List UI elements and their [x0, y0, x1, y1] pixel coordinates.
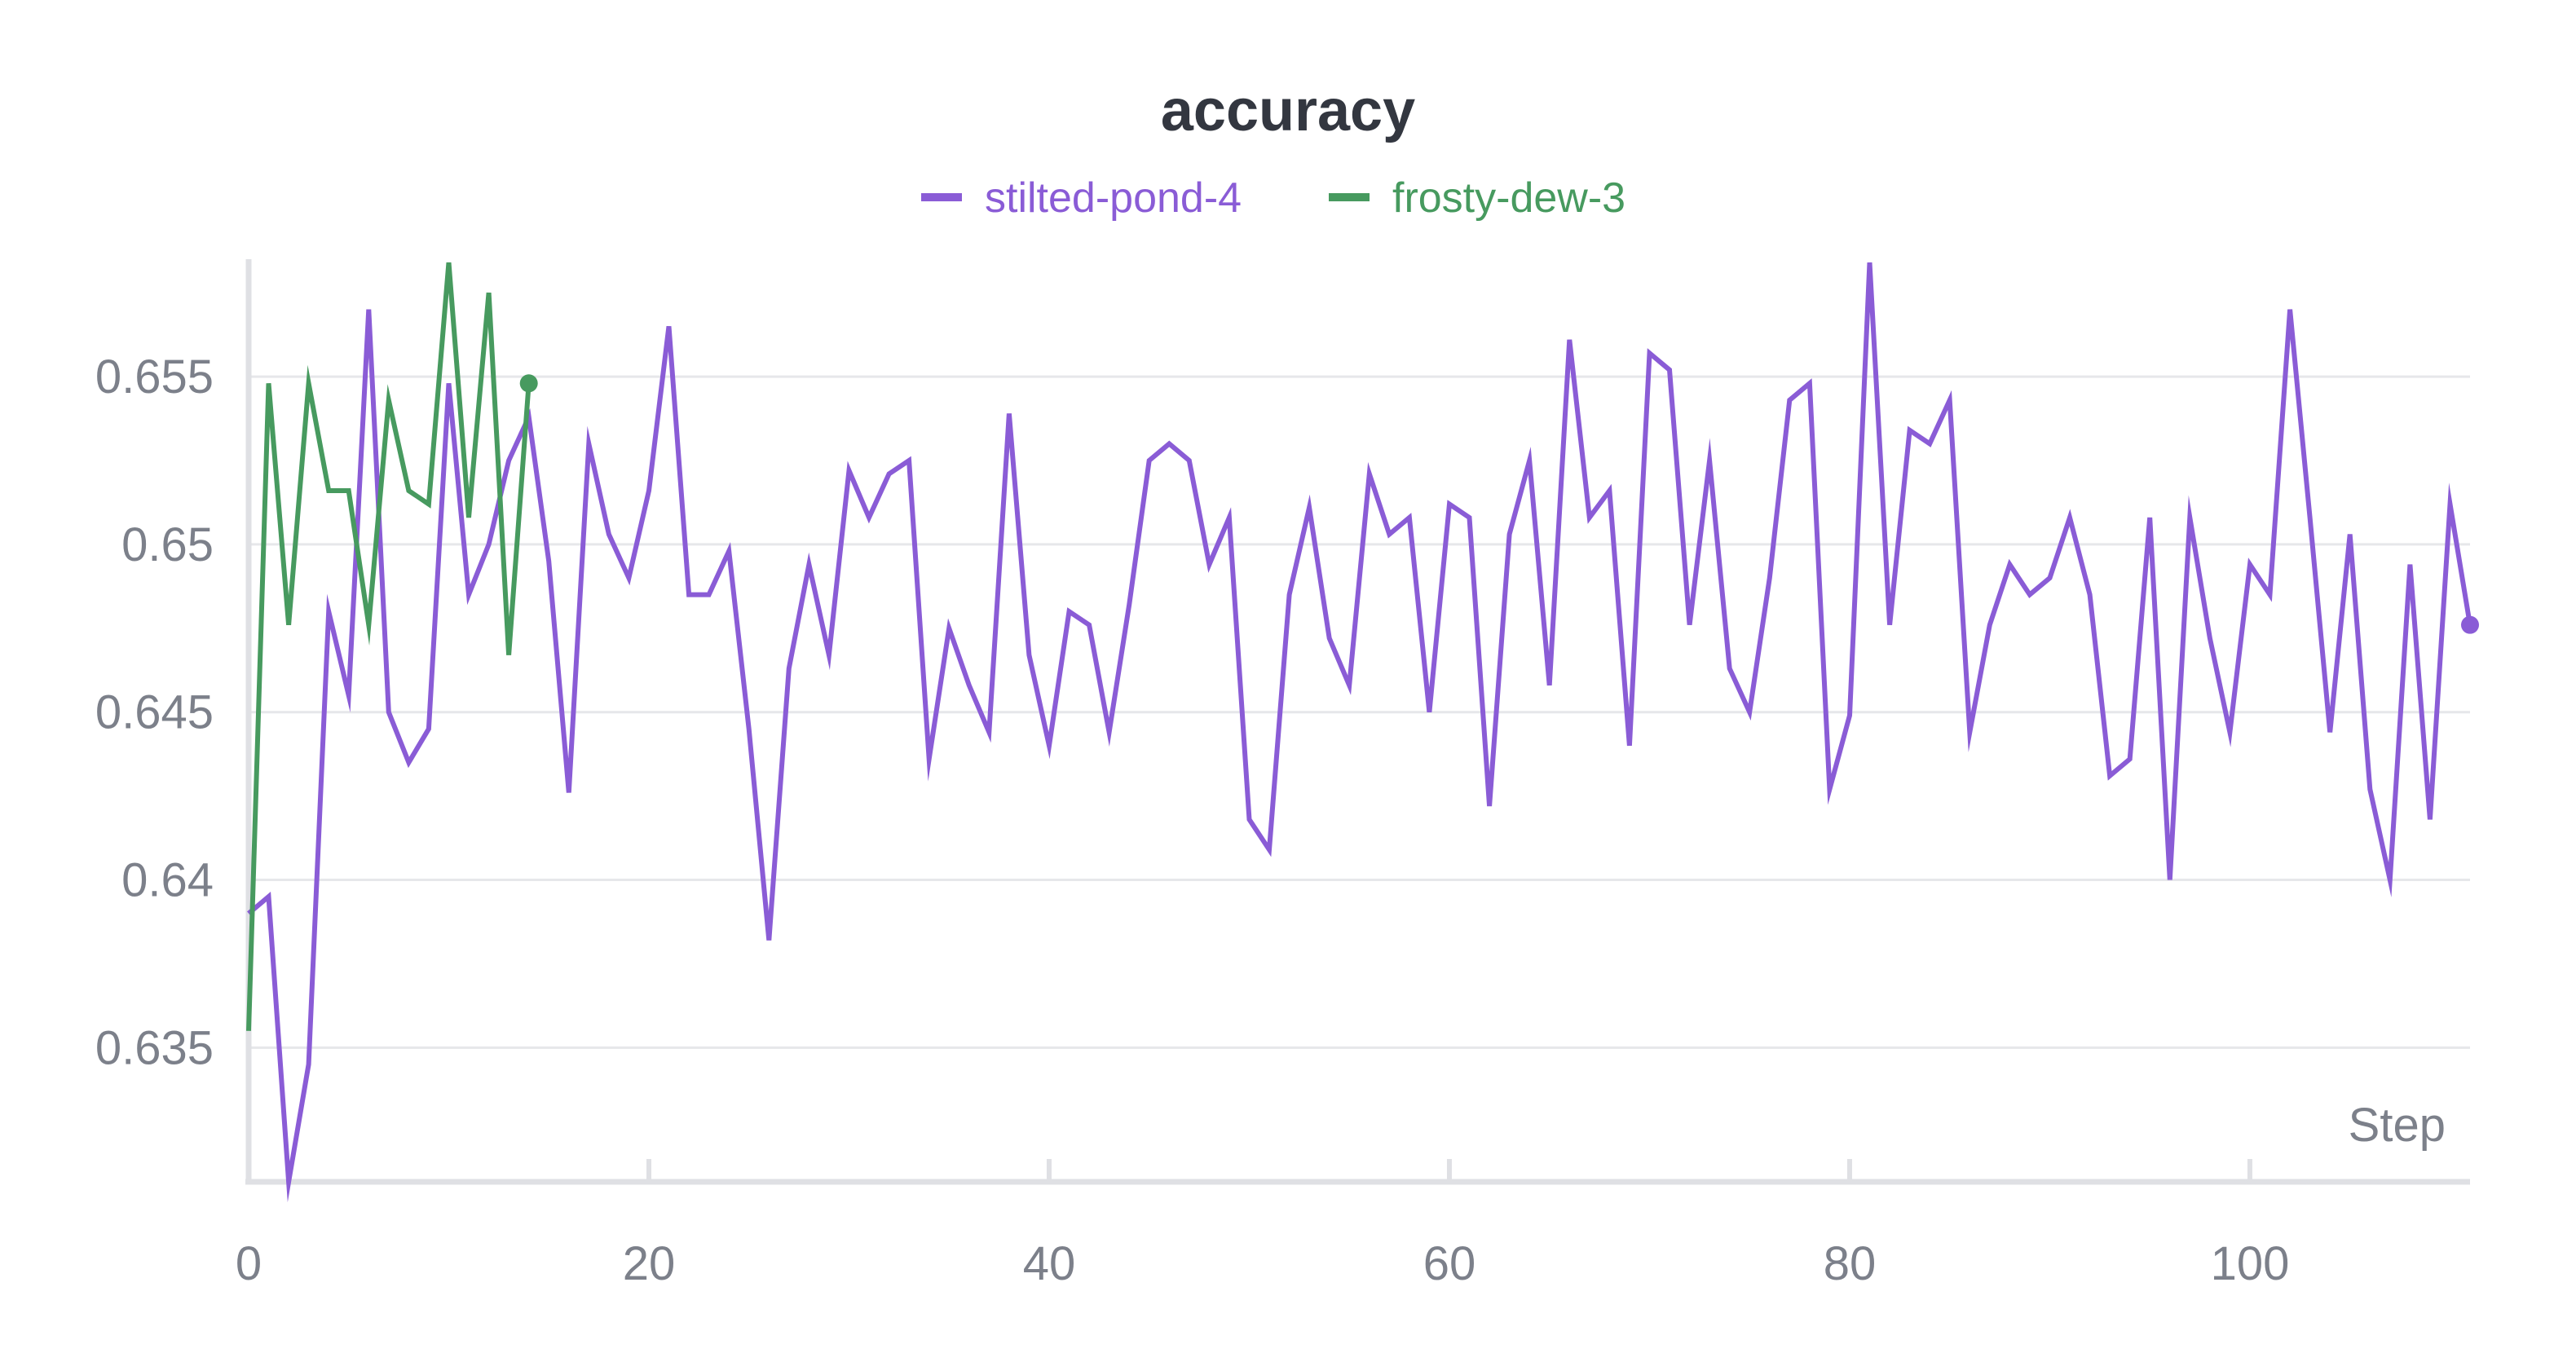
series-line-frosty-dew-3 — [246, 262, 532, 1031]
axes — [245, 259, 2470, 1185]
x-tick-label: 80 — [1824, 1237, 1877, 1290]
series-layer — [246, 262, 2479, 1203]
x-tick-label: 60 — [1423, 1237, 1476, 1290]
chart-title: accuracy — [1161, 78, 1415, 143]
legend: stilted-pond-4 frosty-dew-3 — [921, 174, 1625, 222]
y-axis-ticks: 0.635 0.64 0.645 0.65 0.655 — [95, 350, 214, 1074]
x-tick-label: 40 — [1023, 1237, 1076, 1290]
y-tick-label: 0.655 — [95, 350, 214, 403]
x-tick-label: 0 — [236, 1237, 262, 1290]
x-tick-label: 20 — [623, 1237, 676, 1290]
series-line-stilted-pond-4 — [247, 262, 2472, 1203]
legend-label-stilted-pond-4: stilted-pond-4 — [985, 174, 1242, 222]
y-tick-label: 0.65 — [121, 518, 214, 571]
series-end-point-frosty-dew-3 — [519, 374, 538, 393]
x-axis-label: Step — [2349, 1099, 2446, 1152]
y-tick-label: 0.645 — [95, 686, 214, 739]
legend-label-frosty-dew-3: frosty-dew-3 — [1392, 174, 1625, 222]
x-axis-ticks: 0 20 40 60 80 100 — [236, 1159, 2289, 1290]
y-tick-label: 0.635 — [95, 1021, 214, 1074]
x-tick-label: 100 — [2211, 1237, 2290, 1290]
y-tick-label: 0.64 — [121, 854, 214, 907]
series-end-point-stilted-pond-4 — [2461, 615, 2479, 634]
grid-lines — [249, 375, 2470, 1049]
